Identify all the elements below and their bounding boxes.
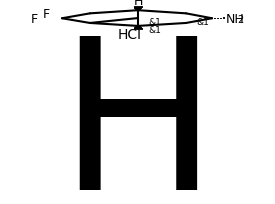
Text: NH: NH bbox=[226, 13, 245, 26]
Text: &1: &1 bbox=[196, 18, 209, 27]
Text: HCl: HCl bbox=[118, 28, 142, 42]
Text: F: F bbox=[31, 13, 38, 26]
Text: H: H bbox=[59, 30, 218, 204]
Text: F: F bbox=[43, 8, 50, 21]
Text: H: H bbox=[133, 0, 143, 8]
Text: &1: &1 bbox=[148, 18, 161, 27]
Text: 2: 2 bbox=[238, 15, 244, 25]
Text: &1: &1 bbox=[148, 26, 161, 34]
